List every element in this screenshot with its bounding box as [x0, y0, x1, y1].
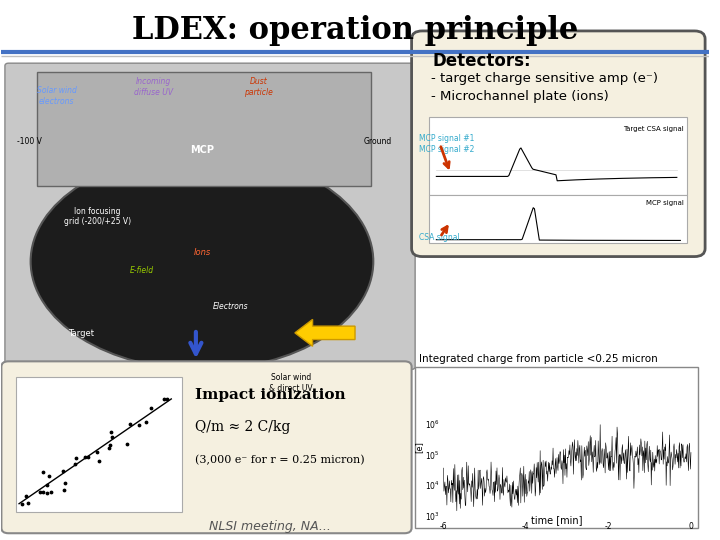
Text: E-field: E-field [130, 266, 153, 275]
Text: Integrated charge from particle <0.25 micron: Integrated charge from particle <0.25 mi… [418, 354, 657, 364]
Point [44, 471, 55, 480]
Text: Ions: Ions [194, 248, 210, 257]
Text: [e]: [e] [414, 441, 423, 453]
Text: MCP signal #1
MCP signal #2: MCP signal #1 MCP signal #2 [418, 134, 474, 154]
Point [93, 457, 104, 465]
Point [83, 453, 94, 461]
Text: time [min]: time [min] [531, 515, 582, 525]
Text: $10^6$: $10^6$ [425, 418, 440, 431]
Text: - target charge sensitive amp (e⁻): - target charge sensitive amp (e⁻) [431, 72, 657, 85]
Point [91, 448, 103, 457]
FancyBboxPatch shape [429, 117, 688, 195]
Point [60, 478, 71, 487]
Point [35, 487, 46, 496]
Point [158, 395, 169, 403]
Text: Incoming
diffuse UV: Incoming diffuse UV [134, 77, 173, 97]
Point [132, 420, 144, 429]
Text: CSA signal: CSA signal [418, 233, 459, 242]
Point [140, 418, 151, 427]
Point [105, 428, 117, 436]
Text: Target CSA signal: Target CSA signal [623, 126, 684, 132]
Text: - Microchannel plate (ions): - Microchannel plate (ions) [431, 90, 608, 103]
Text: Electrons: Electrons [212, 302, 248, 311]
Text: Solar wind
& direct UV: Solar wind & direct UV [269, 373, 312, 393]
FancyBboxPatch shape [429, 195, 688, 243]
Text: -2: -2 [605, 523, 612, 531]
Point [37, 468, 48, 476]
Point [104, 441, 116, 449]
FancyBboxPatch shape [16, 377, 182, 512]
Text: Dust
particle: Dust particle [244, 77, 273, 97]
Point [121, 440, 132, 449]
FancyArrow shape [295, 320, 355, 346]
Text: $10^3$: $10^3$ [425, 511, 440, 523]
FancyBboxPatch shape [415, 367, 698, 528]
Point [69, 460, 81, 468]
Point [58, 467, 69, 476]
Text: Q/m ≈ 2 C/kg: Q/m ≈ 2 C/kg [194, 421, 290, 434]
Point [145, 403, 157, 412]
Text: NLSI meeting, NA...: NLSI meeting, NA... [210, 520, 331, 533]
Text: Detectors:: Detectors: [433, 52, 531, 70]
Text: -6: -6 [440, 523, 447, 531]
FancyBboxPatch shape [5, 63, 415, 369]
FancyBboxPatch shape [37, 72, 372, 186]
FancyBboxPatch shape [1, 361, 412, 533]
Text: LDEX: operation principle: LDEX: operation principle [132, 16, 578, 46]
Text: Target: Target [68, 329, 94, 338]
Text: -100 V: -100 V [17, 137, 41, 146]
Text: $10^4$: $10^4$ [425, 480, 440, 492]
Text: 0: 0 [688, 523, 693, 531]
Point [41, 489, 53, 498]
Point [107, 433, 118, 441]
Text: Ground: Ground [363, 137, 392, 146]
Point [22, 498, 34, 507]
Text: Ion focusing
grid (-200/+25 V): Ion focusing grid (-200/+25 V) [63, 207, 131, 226]
Point [104, 443, 115, 452]
Point [41, 481, 53, 489]
Text: MCP: MCP [190, 145, 214, 155]
Point [58, 485, 69, 494]
Text: (3,000 e⁻ for r = 0.25 micron): (3,000 e⁻ for r = 0.25 micron) [194, 455, 364, 465]
Point [71, 454, 82, 463]
FancyBboxPatch shape [412, 31, 705, 256]
Text: $10^5$: $10^5$ [426, 449, 440, 462]
Point [20, 491, 32, 500]
Point [45, 488, 57, 496]
Text: MCP signal: MCP signal [646, 200, 684, 206]
Point [37, 488, 48, 497]
Point [17, 500, 28, 508]
Text: -4: -4 [522, 523, 530, 531]
Point [161, 395, 173, 403]
Point [79, 453, 91, 461]
Ellipse shape [31, 153, 373, 370]
Text: Solar wind
electrons: Solar wind electrons [37, 86, 77, 106]
Text: Impact ionization: Impact ionization [194, 388, 345, 402]
Point [125, 420, 136, 429]
